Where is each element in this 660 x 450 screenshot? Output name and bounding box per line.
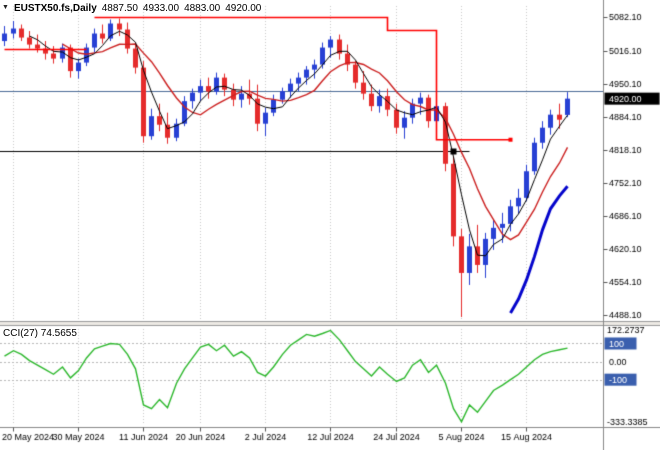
symbol-timeframe-label: EUSTX50.fs,Daily <box>13 2 97 14</box>
indicator-label: CCI(27) 74.5655 <box>3 328 77 339</box>
ohlc-close-value: 4920.00 <box>225 2 262 14</box>
ohlc-low-value: 4883.00 <box>184 2 221 14</box>
ohlc-high-value: 4933.00 <box>142 2 180 14</box>
symbol-dropdown-icon[interactable]: ▼ <box>2 4 9 11</box>
ohlc-open-value: 4887.50 <box>101 2 138 14</box>
chart-header: ▼ EUSTX50.fs,Daily 4887.50 4933.00 4883.… <box>2 2 261 14</box>
